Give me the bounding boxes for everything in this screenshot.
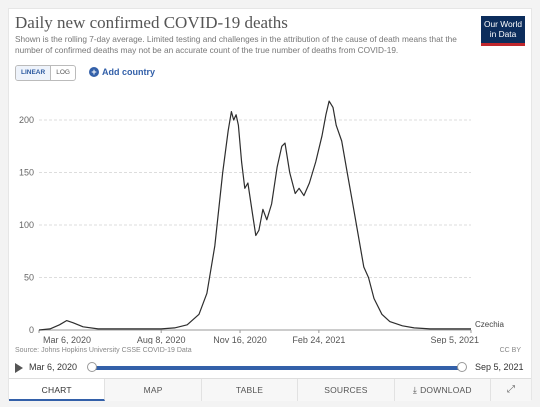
timeline-end-label: Sep 5, 2021 <box>475 362 524 372</box>
series-label: Czechia <box>475 320 504 329</box>
tab-sources[interactable]: SOURCES <box>298 379 395 401</box>
x-axis-ticks: Mar 6, 2020 Aug 8, 2020 Nov 16, 2020 Feb 24… <box>38 330 479 344</box>
add-country-button[interactable]: + Add country <box>89 65 155 79</box>
fullscreen-icon[interactable]: ⤢ <box>507 384 516 395</box>
chart-grid <box>39 119 471 331</box>
y-tick-label: 100 <box>19 220 34 230</box>
x-tick-label: Nov 16, 2020 <box>213 335 267 344</box>
y-axis-ticks: 0 50 100 150 200 <box>19 115 34 335</box>
y-tick-label: 200 <box>19 115 34 125</box>
add-country-label: Add country <box>102 67 155 77</box>
x-tick-label: Aug 8, 2020 <box>137 335 186 344</box>
scale-toggle: LINEAR LOG <box>15 65 76 81</box>
x-tick-label: Mar 6, 2020 <box>43 335 91 344</box>
line-chart: 0 50 100 150 200 Mar 6, 2020 Aug 8, 2020 Nov 1… <box>19 100 504 344</box>
tab-map[interactable]: MAP <box>105 379 202 401</box>
y-tick-label: 150 <box>19 168 34 178</box>
series-line-czechia[interactable] <box>38 100 471 331</box>
tab-download[interactable]: ⤓ DOWNLOAD <box>395 379 492 401</box>
tab-download-label: DOWNLOAD <box>420 385 472 395</box>
log-scale-button[interactable]: LOG <box>56 69 70 76</box>
chart-tabs: CHART MAP TABLE SOURCES ⤓ DOWNLOAD ⤢ <box>9 378 531 401</box>
timeline-slider-track[interactable] <box>92 366 462 370</box>
plus-circle-icon: + <box>89 67 99 77</box>
timeline-start-handle[interactable] <box>87 362 97 372</box>
x-tick-label: Sep 5, 2021 <box>430 335 479 344</box>
y-tick-label: 50 <box>24 273 34 283</box>
y-tick-label: 0 <box>29 325 34 335</box>
tab-table[interactable]: TABLE <box>202 379 299 401</box>
chart-title: Daily new confirmed COVID-19 deaths <box>15 13 288 32</box>
chart-card: Daily new confirmed COVID-19 deaths Show… <box>8 8 533 401</box>
owid-logo[interactable]: Our World in Data <box>481 16 525 46</box>
x-tick-label: Feb 24, 2021 <box>292 335 345 344</box>
license-label[interactable]: CC BY <box>499 347 521 354</box>
source-note[interactable]: Source: Johns Hopkins University CSSE CO… <box>15 347 192 354</box>
logo-line-2: in Data <box>489 28 517 39</box>
linear-scale-button[interactable]: LINEAR <box>16 66 52 80</box>
chart-subtitle: Shown is the rolling 7-day average. Limi… <box>15 34 457 55</box>
logo-line-1: Our World <box>483 19 522 29</box>
download-icon: ⤓ <box>412 385 418 395</box>
timeline-start-label: Mar 6, 2020 <box>29 362 78 372</box>
tab-chart[interactable]: CHART <box>9 379 106 401</box>
play-icon[interactable] <box>15 363 23 373</box>
timeline-end-handle[interactable] <box>457 362 467 372</box>
timeline: Mar 6, 2020 Sep 5, 2021 <box>9 359 533 377</box>
chart-series: Czechia <box>38 100 504 331</box>
